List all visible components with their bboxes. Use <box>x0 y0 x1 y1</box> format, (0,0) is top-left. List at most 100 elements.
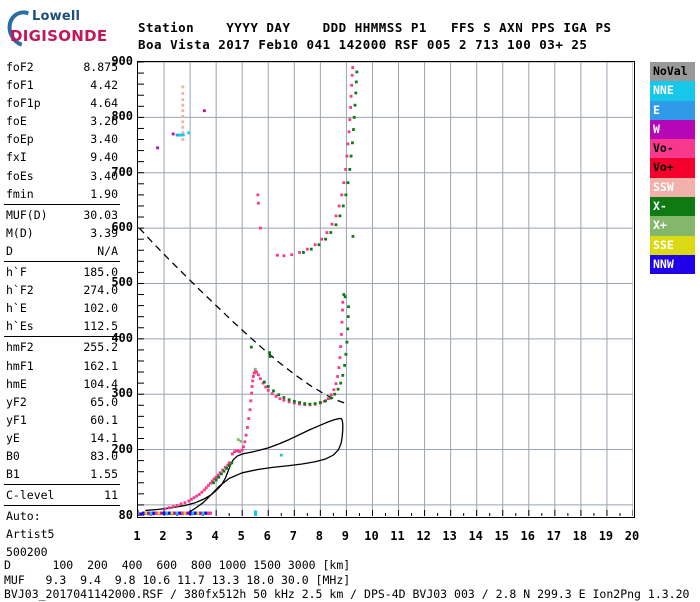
param-row-foe: foE 3.26 <box>4 112 120 130</box>
legend-item-sse[interactable]: SSE <box>650 235 695 255</box>
noise-marker <box>199 511 205 515</box>
param-label: fxI <box>6 150 27 165</box>
data-point <box>341 300 345 304</box>
x-tick-label: 18 <box>572 529 588 543</box>
noise-marker <box>144 511 150 515</box>
data-point <box>203 488 206 492</box>
x-tick-label: 14 <box>468 529 483 543</box>
param-label: MUF(D) <box>6 207 48 222</box>
data-point <box>317 243 321 247</box>
baseline-noise-markers <box>141 510 258 516</box>
legend-item-x[interactable]: X+ <box>650 216 695 236</box>
data-point <box>298 251 301 254</box>
param-group-divider <box>4 505 120 507</box>
x-tick-label: 12 <box>416 529 431 543</box>
data-point <box>203 109 206 113</box>
data-point <box>352 115 356 119</box>
data-point <box>171 132 175 136</box>
param-label: foF2 <box>6 60 34 74</box>
data-point <box>163 507 167 511</box>
param-value: 8.875 <box>83 60 118 74</box>
param-row-foes: foEs 3.40 <box>4 167 120 185</box>
data-point <box>339 381 343 385</box>
data-point <box>320 237 324 241</box>
data-point <box>256 373 260 377</box>
param-group-divider <box>4 261 120 263</box>
data-point <box>338 214 342 218</box>
legend-item-nnw[interactable]: NNW <box>650 254 695 275</box>
legend-item-vo[interactable]: Vo- <box>650 139 695 159</box>
param-value: 3.40 <box>90 132 118 147</box>
data-point <box>352 128 355 131</box>
noise-marker <box>188 511 194 515</box>
data-point <box>309 247 313 251</box>
data-point <box>235 449 238 453</box>
param-label: B0 <box>6 448 20 463</box>
data-point <box>287 400 291 404</box>
data-point <box>181 114 185 118</box>
data-point <box>354 91 358 95</box>
data-point <box>326 397 330 401</box>
param-label: B1 <box>6 467 20 482</box>
data-point <box>238 450 242 454</box>
data-point <box>349 106 352 109</box>
data-point <box>329 393 333 397</box>
data-point <box>329 231 333 234</box>
x-tick-label: 11 <box>390 529 405 543</box>
data-point <box>303 402 307 406</box>
noise-marker <box>165 511 171 515</box>
data-point <box>351 235 355 238</box>
legend-item-ssw[interactable]: SSW <box>650 177 695 198</box>
param-label: yF1 <box>6 412 27 427</box>
data-point <box>214 475 218 479</box>
data-point <box>181 109 185 113</box>
noise-marker <box>183 511 189 515</box>
legend-item-vo[interactable]: Vo+ <box>650 158 695 178</box>
data-point <box>187 499 191 503</box>
data-point <box>341 373 345 377</box>
x-tick-label: 17 <box>546 529 562 543</box>
data-point <box>181 92 185 95</box>
param-value: 60.1 <box>90 412 118 427</box>
legend-item-nne[interactable]: NNE <box>650 81 695 101</box>
data-point <box>325 231 329 234</box>
noise-marker <box>201 511 207 515</box>
data-point <box>347 130 351 134</box>
param-row-hmf2: hmF2 255.2 <box>4 338 120 356</box>
param-label: C-level <box>6 488 55 503</box>
legend-item-e[interactable]: E <box>650 100 695 120</box>
data-point <box>197 493 201 496</box>
footer-muf-row: MUF 9.3 9.4 9.8 10.6 11.7 13.3 18.0 30.0… <box>4 572 351 587</box>
legend-item-x[interactable]: X- <box>650 197 695 217</box>
data-point <box>239 439 243 443</box>
param-label: foEs <box>6 168 34 183</box>
data-point <box>334 382 338 386</box>
data-point <box>340 193 344 197</box>
data-point <box>347 305 350 309</box>
param-row-b1: B1 1.55 <box>4 465 120 483</box>
data-point <box>268 355 272 358</box>
logo-digisonde-text: DIGISONDE <box>10 27 108 45</box>
data-point <box>342 293 346 296</box>
data-point <box>181 120 185 124</box>
logo-lowell-text: Lowell <box>32 9 81 24</box>
data-point <box>181 85 185 89</box>
param-value: 83.0 <box>90 448 118 463</box>
param-row-h-f: h`F 185.0 <box>4 263 120 281</box>
auto-info-line: Auto: <box>6 509 41 524</box>
data-point <box>179 502 183 506</box>
data-point <box>256 193 260 197</box>
data-point <box>292 399 296 403</box>
auto-info-line: 500200 <box>6 545 48 560</box>
data-point <box>181 133 185 137</box>
data-point <box>334 223 338 227</box>
param-value: 274.0 <box>83 283 118 298</box>
x-tick-label: 16 <box>520 529 535 543</box>
legend-item-noval[interactable]: NoVal <box>650 62 695 82</box>
data-point <box>278 397 282 401</box>
param-value: 4.64 <box>90 96 118 111</box>
y-tick-label: 200 <box>111 441 133 456</box>
noise-marker <box>191 511 197 515</box>
noise-marker <box>178 511 184 515</box>
legend-item-w[interactable]: W <box>650 119 695 140</box>
